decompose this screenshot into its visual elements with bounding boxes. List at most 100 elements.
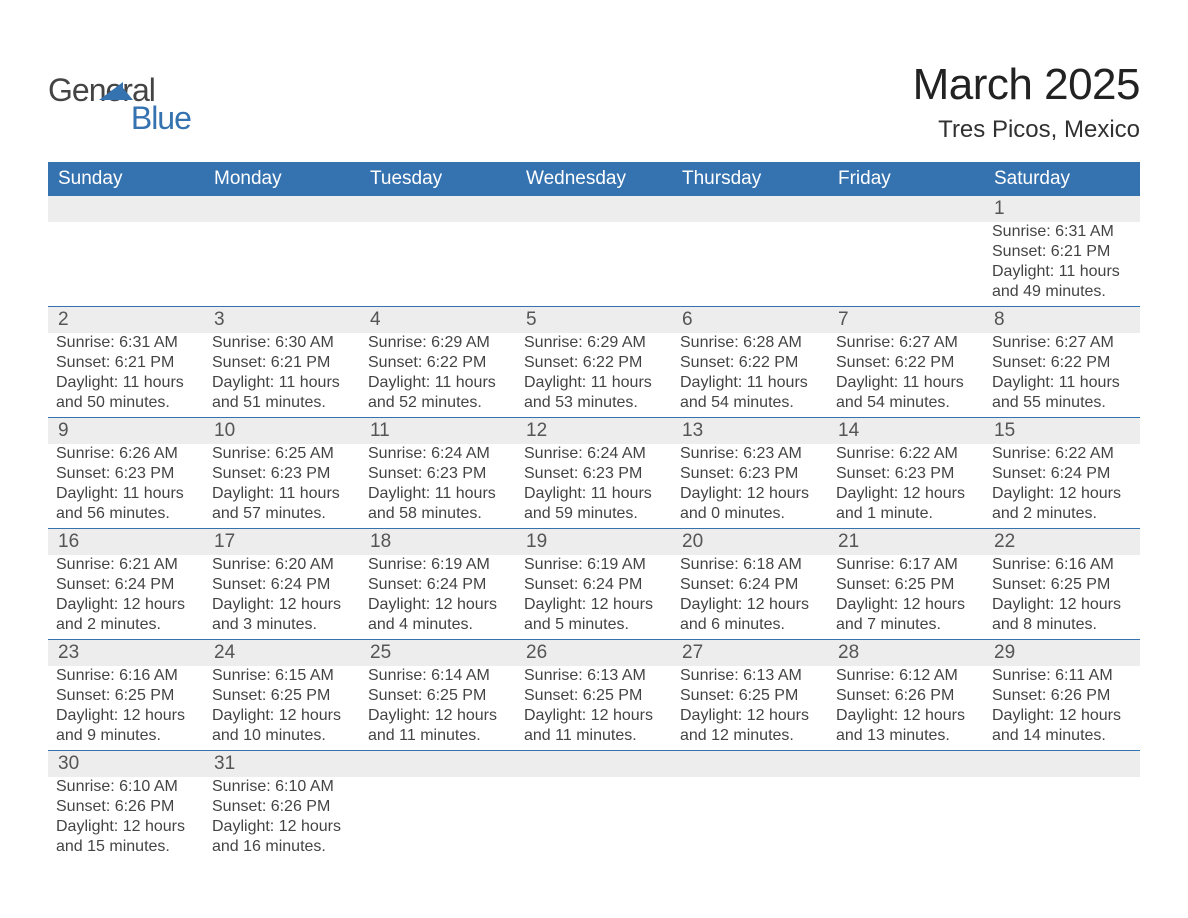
- day-header: Tuesday: [360, 162, 516, 196]
- day-info-cell: [204, 222, 360, 307]
- sunrise-line: Sunrise: 6:28 AM: [680, 333, 820, 353]
- sunset-line: Sunset: 6:26 PM: [212, 797, 352, 817]
- day-info-cell: Sunrise: 6:18 AMSunset: 6:24 PMDaylight:…: [672, 555, 828, 640]
- sunrise-line: Sunrise: 6:16 AM: [56, 666, 196, 686]
- day-number-cell: 23: [48, 640, 204, 667]
- day-header: Friday: [828, 162, 984, 196]
- day-header: Saturday: [984, 162, 1140, 196]
- sunset-line: Sunset: 6:23 PM: [56, 464, 196, 484]
- day-number: 25: [370, 642, 391, 663]
- day-number-cell: [48, 196, 204, 222]
- day-number: 7: [838, 309, 849, 330]
- day-info-cell: Sunrise: 6:16 AMSunset: 6:25 PMDaylight:…: [48, 666, 204, 751]
- daylight-line: Daylight: 12 hours and 0 minutes.: [680, 484, 820, 524]
- sunrise-line: Sunrise: 6:19 AM: [368, 555, 508, 575]
- sunrise-line: Sunrise: 6:14 AM: [368, 666, 508, 686]
- day-number-cell: 25: [360, 640, 516, 667]
- daylight-line: Daylight: 12 hours and 10 minutes.: [212, 706, 352, 746]
- day-number-cell: 31: [204, 751, 360, 778]
- day-info-cell: Sunrise: 6:24 AMSunset: 6:23 PMDaylight:…: [360, 444, 516, 529]
- sunrise-line: Sunrise: 6:29 AM: [524, 333, 664, 353]
- sunrise-line: Sunrise: 6:29 AM: [368, 333, 508, 353]
- day-number: 27: [682, 642, 703, 663]
- day-number-cell: 8: [984, 307, 1140, 334]
- day-info-cell: [360, 222, 516, 307]
- day-info-cell: Sunrise: 6:17 AMSunset: 6:25 PMDaylight:…: [828, 555, 984, 640]
- day-number-cell: 19: [516, 529, 672, 556]
- day-header: Sunday: [48, 162, 204, 196]
- day-number-cell: 20: [672, 529, 828, 556]
- day-number-row: 16171819202122: [48, 529, 1140, 556]
- sunrise-calendar-table: Sunday Monday Tuesday Wednesday Thursday…: [48, 162, 1140, 861]
- day-number: 24: [214, 642, 235, 663]
- sunset-line: Sunset: 6:22 PM: [524, 353, 664, 373]
- day-number: 30: [58, 753, 79, 774]
- day-info-cell: Sunrise: 6:29 AMSunset: 6:22 PMDaylight:…: [360, 333, 516, 418]
- daylight-line: Daylight: 12 hours and 14 minutes.: [992, 706, 1132, 746]
- day-info-cell: [828, 222, 984, 307]
- day-number-cell: 27: [672, 640, 828, 667]
- day-number: 20: [682, 531, 703, 552]
- day-number-cell: [984, 751, 1140, 778]
- day-number: 3: [214, 309, 225, 330]
- day-number-cell: 22: [984, 529, 1140, 556]
- sunrise-line: Sunrise: 6:11 AM: [992, 666, 1132, 686]
- sunset-line: Sunset: 6:25 PM: [56, 686, 196, 706]
- day-number-cell: 18: [360, 529, 516, 556]
- brand-triangle-icon: [99, 78, 133, 105]
- daylight-line: Daylight: 11 hours and 51 minutes.: [212, 373, 352, 413]
- day-number-cell: 28: [828, 640, 984, 667]
- day-info-cell: Sunrise: 6:29 AMSunset: 6:22 PMDaylight:…: [516, 333, 672, 418]
- day-number-cell: [672, 751, 828, 778]
- day-info-cell: Sunrise: 6:11 AMSunset: 6:26 PMDaylight:…: [984, 666, 1140, 751]
- sunset-line: Sunset: 6:21 PM: [212, 353, 352, 373]
- sunset-line: Sunset: 6:25 PM: [524, 686, 664, 706]
- daylight-line: Daylight: 11 hours and 54 minutes.: [680, 373, 820, 413]
- day-info-row: Sunrise: 6:31 AMSunset: 6:21 PMDaylight:…: [48, 333, 1140, 418]
- day-info-cell: Sunrise: 6:10 AMSunset: 6:26 PMDaylight:…: [48, 777, 204, 861]
- day-header: Monday: [204, 162, 360, 196]
- day-info-row: Sunrise: 6:31 AMSunset: 6:21 PMDaylight:…: [48, 222, 1140, 307]
- daylight-line: Daylight: 12 hours and 16 minutes.: [212, 817, 352, 857]
- sunset-line: Sunset: 6:26 PM: [56, 797, 196, 817]
- day-number: 23: [58, 642, 79, 663]
- sunset-line: Sunset: 6:25 PM: [992, 575, 1132, 595]
- day-number-cell: [672, 196, 828, 222]
- day-number-row: 9101112131415: [48, 418, 1140, 445]
- day-number-cell: 14: [828, 418, 984, 445]
- page-header: General Blue March 2025 Tres Picos, Mexi…: [48, 60, 1140, 144]
- day-info-cell: Sunrise: 6:27 AMSunset: 6:22 PMDaylight:…: [828, 333, 984, 418]
- day-number-cell: 17: [204, 529, 360, 556]
- day-number: 26: [526, 642, 547, 663]
- day-number: 28: [838, 642, 859, 663]
- day-number-row: 23 24 25 26 27 28 29: [48, 640, 1140, 667]
- daylight-line: Daylight: 11 hours and 57 minutes.: [212, 484, 352, 524]
- sunset-line: Sunset: 6:24 PM: [56, 575, 196, 595]
- day-header: Wednesday: [516, 162, 672, 196]
- daylight-line: Daylight: 12 hours and 12 minutes.: [680, 706, 820, 746]
- day-info-row: Sunrise: 6:26 AMSunset: 6:23 PMDaylight:…: [48, 444, 1140, 529]
- day-number: 10: [214, 420, 235, 441]
- sunrise-line: Sunrise: 6:27 AM: [992, 333, 1132, 353]
- day-number-cell: 21: [828, 529, 984, 556]
- brand-logo: General Blue: [48, 72, 251, 109]
- daylight-line: Daylight: 11 hours and 52 minutes.: [368, 373, 508, 413]
- day-info-cell: Sunrise: 6:12 AMSunset: 6:26 PMDaylight:…: [828, 666, 984, 751]
- sunset-line: Sunset: 6:22 PM: [368, 353, 508, 373]
- brand-text-2: Blue: [131, 100, 191, 137]
- sunset-line: Sunset: 6:24 PM: [212, 575, 352, 595]
- sunrise-line: Sunrise: 6:20 AM: [212, 555, 352, 575]
- sunrise-line: Sunrise: 6:22 AM: [836, 444, 976, 464]
- sunrise-line: Sunrise: 6:24 AM: [368, 444, 508, 464]
- sunset-line: Sunset: 6:21 PM: [56, 353, 196, 373]
- day-number: 18: [370, 531, 391, 552]
- day-number-cell: 29: [984, 640, 1140, 667]
- sunrise-line: Sunrise: 6:10 AM: [56, 777, 196, 797]
- daylight-line: Daylight: 11 hours and 53 minutes.: [524, 373, 664, 413]
- day-number-cell: 15: [984, 418, 1140, 445]
- day-info-cell: Sunrise: 6:22 AMSunset: 6:24 PMDaylight:…: [984, 444, 1140, 529]
- day-number-row: 1: [48, 196, 1140, 222]
- day-number: 1: [994, 198, 1005, 219]
- day-info-cell: [48, 222, 204, 307]
- day-info-cell: Sunrise: 6:24 AMSunset: 6:23 PMDaylight:…: [516, 444, 672, 529]
